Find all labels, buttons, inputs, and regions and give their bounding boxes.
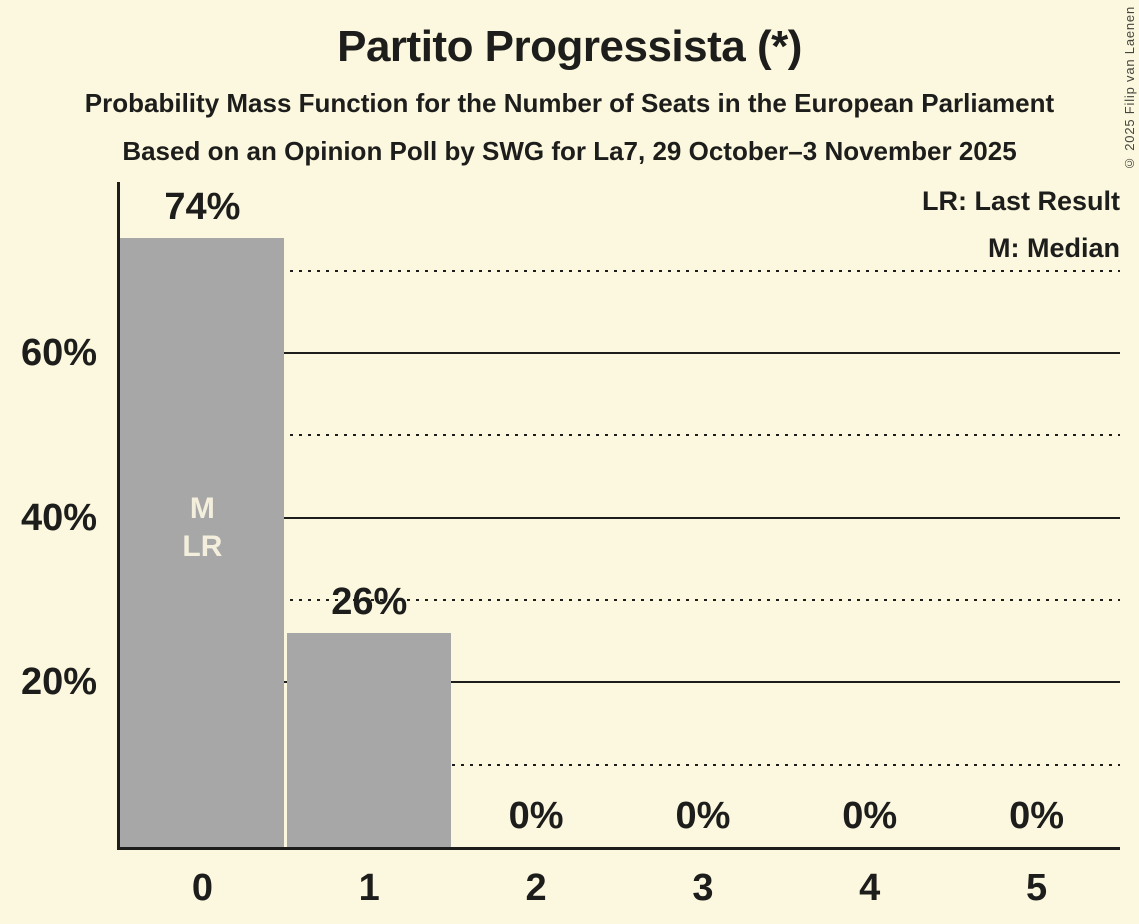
minor-gridline-30pct <box>119 599 1120 601</box>
bar-annotation-median-lastresult: M LR <box>182 490 222 566</box>
minor-gridline-10pct <box>119 763 1120 766</box>
x-tick-label-5: 5 <box>1026 867 1048 909</box>
legend-median: M: Median <box>988 233 1120 263</box>
value-label-seats-5: 0% <box>1009 795 1065 837</box>
major-gridline-60pct <box>119 352 1120 355</box>
value-label-seats-4: 0% <box>842 795 898 837</box>
major-gridline-40pct <box>119 516 1120 519</box>
x-tick-label-1: 1 <box>358 867 380 909</box>
bar-seats-0 <box>120 237 285 847</box>
legend-last-result: LR: Last Result <box>921 186 1120 216</box>
minor-gridline-50pct <box>119 434 1120 437</box>
value-label-seats-0: 74% <box>164 185 241 228</box>
x-tick-label-3: 3 <box>692 867 714 909</box>
y-axis-line <box>117 182 120 850</box>
value-label-seats-1: 26% <box>331 580 408 623</box>
annotation-line-LR: LR <box>182 530 223 564</box>
x-tick-label-4: 4 <box>859 867 881 909</box>
major-gridline-20pct <box>119 681 1120 684</box>
y-tick-label-60pct: 60% <box>20 332 97 375</box>
chart-title: Partito Progressista (*) <box>337 22 802 71</box>
x-axis-line <box>117 847 1120 850</box>
value-label-seats-3: 0% <box>675 795 731 837</box>
x-tick-label-0: 0 <box>191 867 213 909</box>
x-tick-label-2: 2 <box>525 867 547 909</box>
annotation-line-M: M <box>189 492 215 526</box>
bar-seats-1 <box>286 632 452 847</box>
chart-subtitle: Probability Mass Function for the Number… <box>84 88 1055 118</box>
minor-gridline-70pct <box>119 269 1120 272</box>
y-tick-label-20pct: 20% <box>20 661 97 704</box>
value-label-seats-2: 0% <box>508 795 564 837</box>
y-tick-label-40pct: 40% <box>20 496 97 539</box>
chart-poll-details: Based on an Opinion Poll by SWG for La7,… <box>122 136 1017 166</box>
